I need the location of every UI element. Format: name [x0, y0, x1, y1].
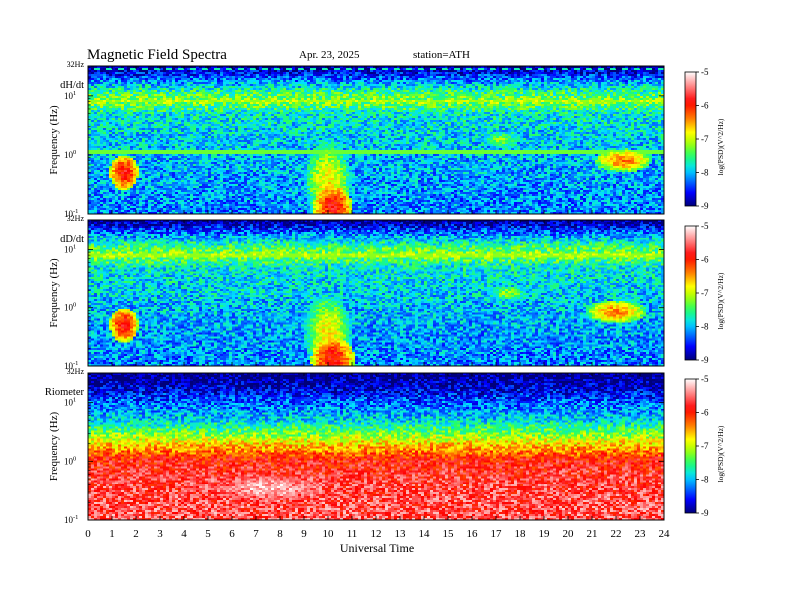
ytick-label: 10-1: [64, 360, 78, 371]
xtick-label: 19: [539, 528, 551, 540]
xtick-label: 8: [277, 528, 283, 540]
xtick-label: 22: [611, 528, 622, 540]
xtick-label: 24: [659, 528, 671, 540]
panel-label: dH/dt: [60, 80, 84, 91]
spectrogram-image: [88, 373, 664, 520]
colorbar: [684, 71, 697, 207]
colorbar-tick-label: -5: [701, 67, 709, 77]
top-freq-label: 32Hz: [67, 367, 85, 376]
xtick-label: 4: [181, 528, 187, 540]
colorbar-tick-label: -5: [701, 374, 709, 384]
xtick-label: 23: [635, 528, 647, 540]
xtick-label: 18: [515, 528, 527, 540]
panel-label: Riometer: [45, 387, 85, 398]
ytick-label: 10-1: [64, 514, 78, 525]
colorbar-tick-label: -9: [701, 508, 709, 518]
xtick-label: 10: [323, 528, 335, 540]
colorbar-tick-label: -8: [701, 322, 709, 332]
xaxis-label: Universal Time: [340, 541, 414, 555]
ytick-label: 101: [64, 90, 76, 101]
colorbar-label: log(PSD)(V^2/Hz): [716, 425, 725, 482]
colorbar-tick-label: -7: [701, 134, 709, 144]
xtick-label: 3: [157, 528, 163, 540]
yaxis-label: Frequency (Hz): [48, 412, 60, 482]
colorbar-tick-label: -6: [701, 408, 709, 418]
xtick-label: 14: [419, 528, 431, 540]
xtick-label: 16: [467, 528, 479, 540]
xtick-label: 20: [563, 528, 575, 540]
top-freq-label: 32Hz: [67, 60, 85, 69]
figure-title: Magnetic Field Spectra: [87, 47, 227, 63]
colorbar: [684, 225, 697, 361]
colorbar-label: log(PSD)(V^2/Hz): [716, 272, 725, 329]
colorbar-tick-label: -6: [701, 101, 709, 111]
ytick-label: 101: [64, 397, 76, 408]
colorbar: [684, 378, 697, 514]
figure-date: Apr. 23, 2025: [299, 49, 360, 61]
colorbar-tick-label: -5: [701, 221, 709, 231]
ytick-label: 100: [64, 302, 76, 313]
colorbar-tick-label: -7: [701, 441, 709, 451]
ytick-label: 100: [64, 149, 76, 160]
colorbar-label: log(PSD)(V^2/Hz): [716, 118, 725, 175]
colorbar-tick-label: -8: [701, 475, 709, 485]
xtick-label: 13: [395, 528, 407, 540]
ytick-label: 100: [64, 455, 76, 466]
time-axis: 0 1 2 3 4 5 6 7 8 9 10 11 12 13 14 15 16 17 18 19 20 21 22 23 24: [85, 66, 670, 540]
panel-dd: 32Hz dD/dt Frequency (Hz) 10-1 100 101 -5 -6 -7 -…: [48, 214, 725, 371]
xtick-label: 0: [85, 528, 91, 540]
xtick-label: 15: [443, 528, 455, 540]
xtick-label: 5: [205, 528, 211, 540]
xtick-label: 17: [491, 528, 503, 540]
xtick-label: 21: [587, 528, 598, 540]
panels-group: 32Hz dH/dt Frequency (Hz) 10-1 100 101 -5 -6 -7 -…: [45, 60, 725, 525]
panel-rio: 32Hz Riometer Frequency (Hz) 10-1 100 101 -5 -6…: [45, 367, 725, 525]
panel-label: dD/dt: [60, 234, 84, 245]
colorbar-tick-label: -7: [701, 288, 709, 298]
colorbar-tick-label: -9: [701, 201, 709, 211]
colorbar-tick-label: -6: [701, 255, 709, 265]
xtick-label: 2: [133, 528, 139, 540]
panel-dh: 32Hz dH/dt Frequency (Hz) 10-1 100 101 -5 -6 -7 -…: [48, 60, 725, 219]
spectrogram-image: [88, 220, 664, 366]
colorbar-tick-label: -8: [701, 168, 709, 178]
xtick-label: 7: [253, 528, 259, 540]
colorbar-tick-label: -9: [701, 355, 709, 365]
xtick-label: 9: [301, 528, 307, 540]
ytick-label: 10-1: [64, 208, 78, 219]
ytick-label: 101: [64, 243, 76, 254]
xtick-label: 6: [229, 528, 235, 540]
yaxis-label: Frequency (Hz): [48, 258, 60, 328]
xtick-label: 11: [347, 528, 358, 540]
xtick-label: 12: [371, 528, 382, 540]
xtick-label: 1: [109, 528, 115, 540]
figure-station: station=ATH: [413, 49, 470, 61]
yaxis-label: Frequency (Hz): [48, 105, 60, 175]
top-freq-label: 32Hz: [67, 214, 85, 223]
spectrogram-image: [88, 66, 664, 214]
